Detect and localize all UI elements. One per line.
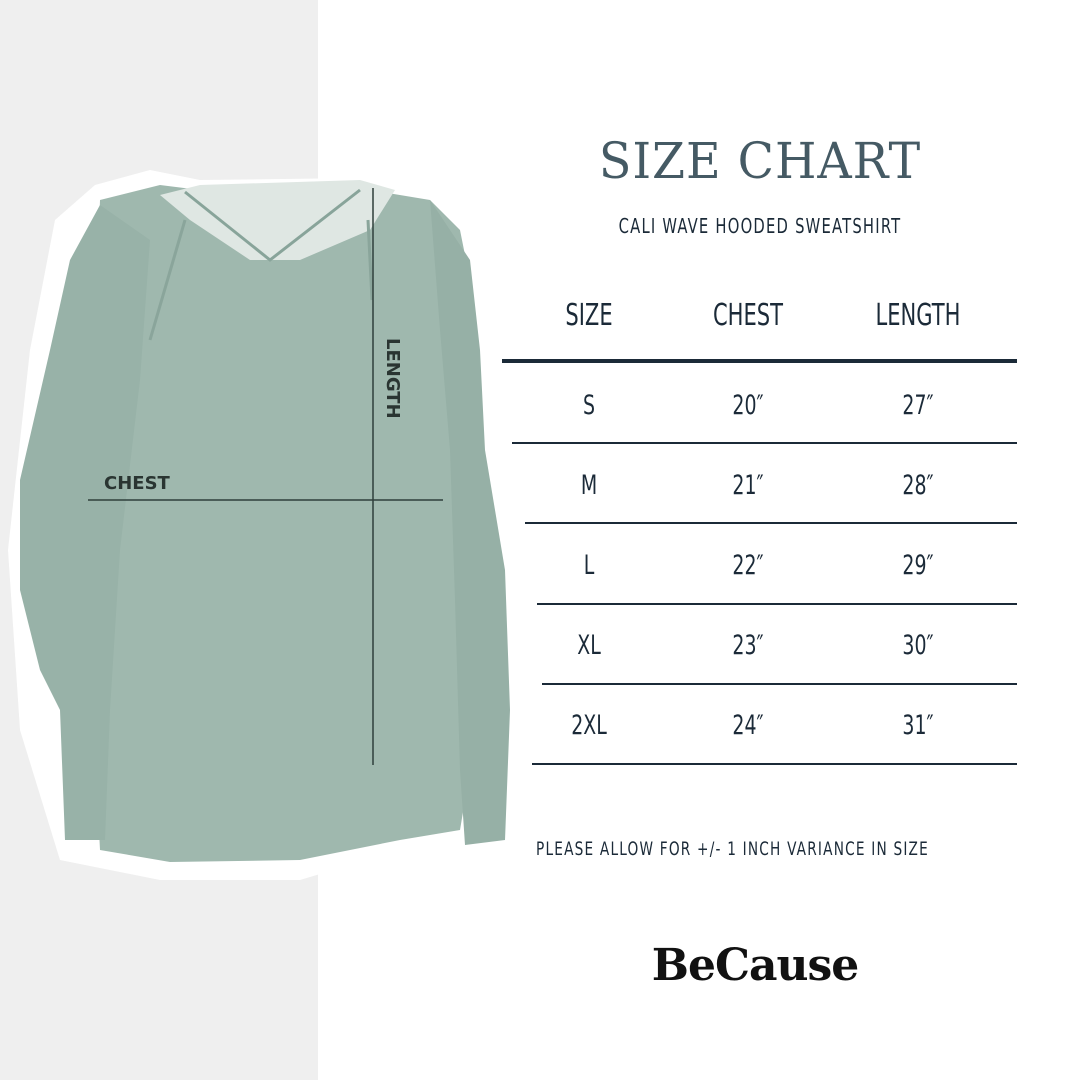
row-divider [542,683,1017,685]
hoodie-body [90,185,470,862]
hoodie-image: CHEST LENGTH [8,170,520,880]
row-size: M [580,470,598,501]
page-title: SIZE CHART [598,132,922,190]
row-length: 28″ [902,470,934,501]
length-label: LENGTH [382,338,403,419]
row-size: XL [577,630,601,661]
hoodie-right-sleeve [430,200,510,845]
row-length: 31″ [902,710,934,741]
brand-logo: BeCause [651,940,859,991]
row-divider [537,603,1017,605]
chest-label: CHEST [104,473,171,494]
row-length: 29″ [902,550,934,581]
row-length: 27″ [902,390,934,421]
header-size: SIZE [565,298,613,333]
hood-neckline [184,188,361,262]
variance-note: PLEASE ALLOW FOR +/- 1 INCH VARIANCE IN … [536,838,929,860]
row-size: 2XL [571,710,607,741]
row-chest: 24″ [732,710,764,741]
row-divider [512,442,1017,444]
left-drawstring [148,219,187,341]
row-size: L [583,550,595,581]
row-chest: 22″ [732,550,764,581]
hoodie-left-sleeve [20,205,150,840]
row-chest: 21″ [732,470,764,501]
header-chest: CHEST [712,298,784,333]
header-length: LENGTH [875,298,961,333]
row-divider [532,763,1017,765]
row-length: 30″ [902,630,934,661]
product-subtitle: CALI WAVE HOODED SWEATSHIRT [618,214,902,238]
hood-lining [160,180,395,260]
header-rule [502,359,1017,363]
row-chest: 20″ [732,390,764,421]
row-chest: 23″ [732,630,764,661]
row-divider [525,522,1017,524]
right-drawstring [366,219,374,301]
row-size: S [582,390,596,421]
